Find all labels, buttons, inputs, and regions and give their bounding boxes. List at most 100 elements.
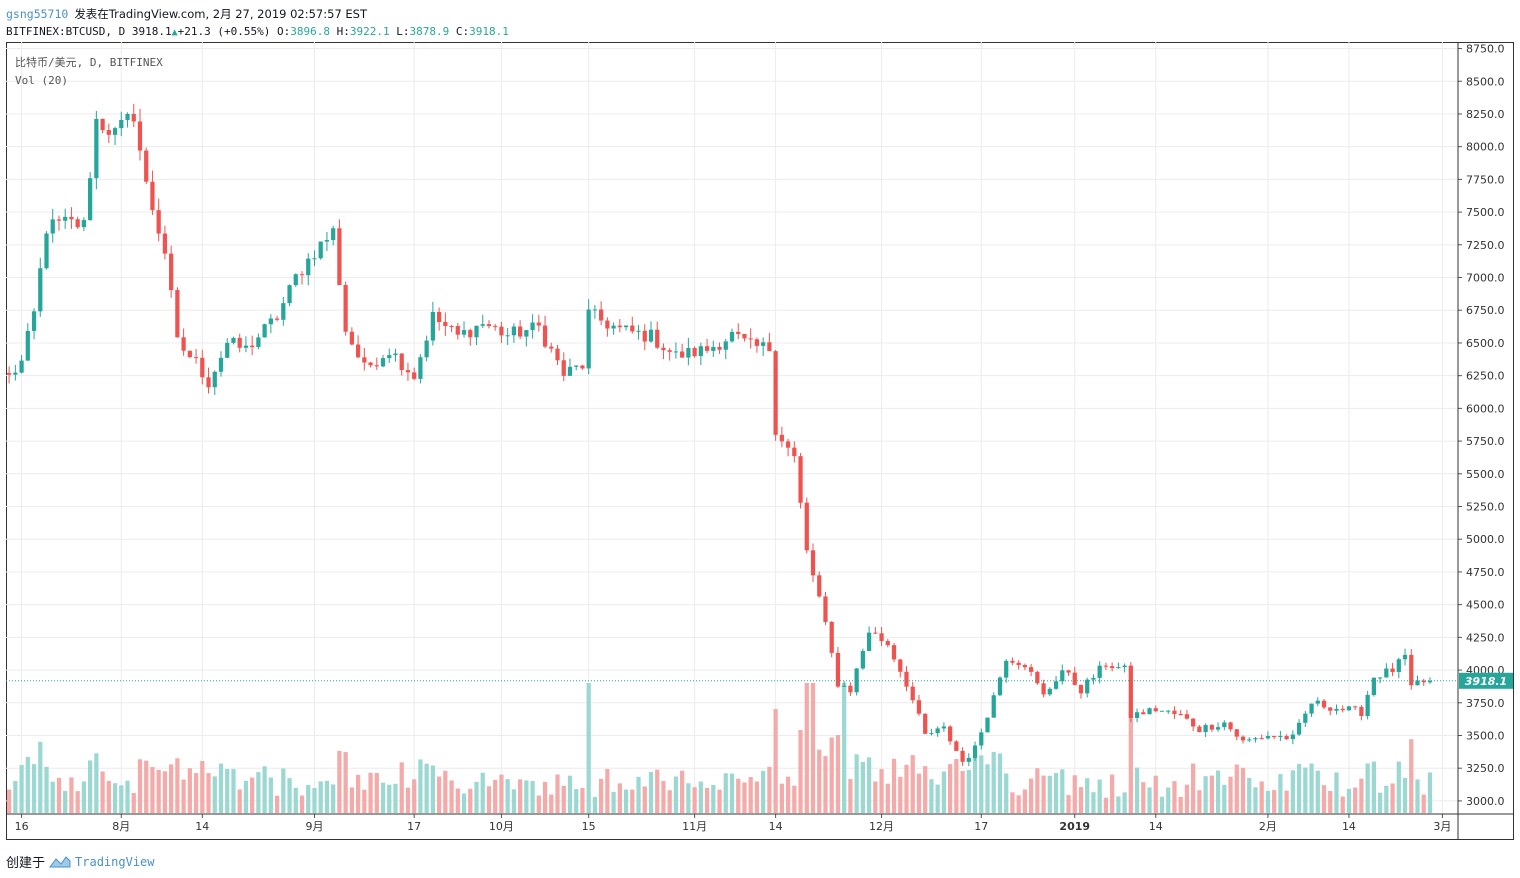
volume-bar <box>374 773 379 813</box>
time-tick-label: 2月 <box>1259 820 1277 833</box>
candle-body <box>617 325 622 328</box>
time-tick-label: 14 <box>1149 820 1163 833</box>
candle-body <box>673 351 679 353</box>
volume-bar <box>150 767 155 813</box>
volume-bar <box>574 789 579 813</box>
candle-body <box>1272 736 1277 738</box>
series-legend[interactable]: 比特币/美元, D, BITFINEX <box>15 56 163 69</box>
price-tick-label: 4500.0 <box>1466 599 1505 612</box>
low-value: 3878.9 <box>409 25 450 38</box>
volume-bar <box>268 777 273 813</box>
volume-bar <box>112 783 118 813</box>
candle-body <box>623 325 629 328</box>
price-tick-label: 6500.0 <box>1466 337 1505 350</box>
candle-body <box>169 253 174 291</box>
volume-bar <box>617 783 622 813</box>
candle-body <box>1396 659 1401 673</box>
candle-body <box>156 210 161 234</box>
candle-body <box>1359 706 1364 716</box>
candle-body <box>835 652 841 687</box>
open-value: 3896.8 <box>290 25 330 38</box>
volume-bar <box>754 781 760 813</box>
candle-body <box>318 241 323 259</box>
candle-body <box>1346 706 1352 711</box>
time-tick-label: 14 <box>195 820 209 833</box>
volume-bar <box>761 770 766 813</box>
volume-bar <box>866 757 872 813</box>
candle-body <box>237 337 242 348</box>
candle-body <box>231 337 236 343</box>
volume-bar <box>430 765 435 813</box>
candle-body <box>723 341 728 350</box>
time-tick-label: 3月 <box>1433 820 1451 833</box>
volume-bar <box>823 756 828 813</box>
volume-bar <box>605 768 610 813</box>
volume-bar <box>206 773 211 813</box>
candle-body <box>810 550 816 576</box>
volume-bar <box>729 773 735 813</box>
volume-bar <box>1396 761 1401 813</box>
candle-body <box>898 659 903 672</box>
candle-body <box>181 337 186 351</box>
volume-bar <box>162 771 168 813</box>
volume-bar <box>1402 777 1408 813</box>
volume-bar <box>63 791 68 813</box>
volume-bar <box>1334 772 1339 813</box>
volume-bar <box>555 774 560 813</box>
volume-bar <box>449 780 454 813</box>
volume-legend[interactable]: Vol (20) <box>15 74 68 87</box>
candle-body <box>299 274 305 276</box>
candle-body <box>131 113 136 122</box>
price-tick-label: 8250.0 <box>1466 108 1505 121</box>
volume-bar <box>1284 790 1289 813</box>
volume-bar <box>518 779 523 813</box>
candle-body <box>829 621 834 653</box>
volume-bar <box>873 781 878 813</box>
volume-bar <box>972 755 978 813</box>
volume-bar <box>455 788 460 813</box>
tradingview-brand-link[interactable]: TradingView <box>75 854 155 869</box>
candle-body <box>430 311 435 341</box>
volume-bar <box>94 753 99 813</box>
price-tick-label: 8750.0 <box>1466 43 1505 56</box>
candle-body <box>686 347 691 358</box>
price-tick-label: 8500.0 <box>1466 75 1505 88</box>
volume-bar <box>1365 763 1370 813</box>
candle-body <box>137 121 143 151</box>
candle-body <box>592 309 598 311</box>
candle-body <box>929 733 934 735</box>
volume-bar <box>1172 781 1177 813</box>
volume-bar <box>250 777 255 813</box>
candle-body <box>1078 684 1084 694</box>
username-link[interactable]: gsng55710 <box>6 7 69 21</box>
candle-body <box>1153 708 1158 712</box>
volume-bar <box>1272 790 1277 813</box>
volume-bar <box>1134 767 1140 813</box>
volume-bar <box>1004 773 1009 813</box>
volume-bar <box>1278 774 1283 813</box>
volume-bar <box>137 759 143 813</box>
candle-body <box>536 322 541 326</box>
created-with-label: 创建于 <box>6 856 46 871</box>
volume-bar <box>505 779 510 813</box>
candle-body <box>1365 695 1370 716</box>
chart-area[interactable]: 3000.0 3250.0 3500.0 3750.0 4000.0 4250.0 4500… <box>6 42 1514 840</box>
volume-bar <box>1128 712 1133 813</box>
candle-body <box>1110 666 1115 669</box>
time-tick-label: 12月 <box>869 820 894 833</box>
candle-body <box>449 325 454 327</box>
candle-body <box>262 324 267 338</box>
volume-bar <box>299 795 305 813</box>
volume-bar <box>966 769 971 813</box>
volume-bar <box>979 755 984 813</box>
time-tick-label: 16 <box>15 820 29 833</box>
volume-bar <box>1085 778 1090 813</box>
candle-body <box>125 113 130 120</box>
volume-bar <box>1353 787 1358 813</box>
time-tick-label: 15 <box>582 820 596 833</box>
candle-body <box>1222 722 1227 728</box>
time-tick-label: 14 <box>1342 820 1356 833</box>
candle-body <box>1315 700 1320 704</box>
price-chart[interactable]: 3000.03250.03500.03750.04000.04250.04500… <box>6 42 1514 840</box>
candle-body <box>1409 654 1414 686</box>
